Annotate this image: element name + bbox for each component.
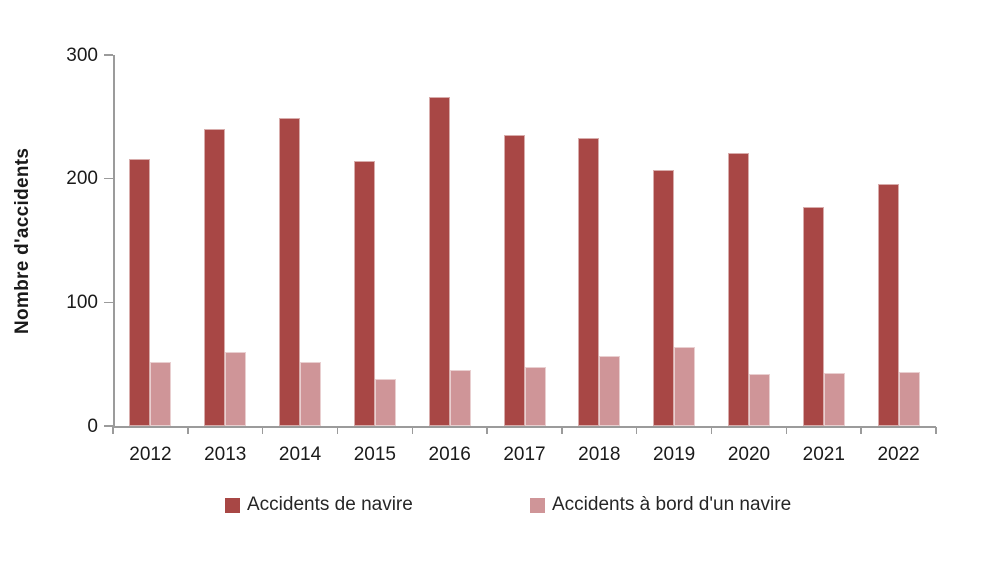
bar-2013-series-1: [225, 351, 247, 426]
bar-2016-series-0: [428, 97, 450, 426]
x-tick-mark: [411, 427, 414, 434]
bar-2016-series-1: [449, 370, 471, 426]
y-tick-mark: [104, 301, 113, 304]
x-tick-label-2012: 2012: [129, 444, 172, 465]
x-axis-line: [113, 426, 936, 428]
x-tick-label-2015: 2015: [353, 444, 396, 465]
bar-2019-series-1: [674, 346, 696, 426]
bar-2015-series-0: [353, 161, 375, 426]
x-tick-label-2017: 2017: [503, 444, 546, 465]
bar-2018-series-0: [578, 137, 600, 426]
x-tick-label-2020: 2020: [727, 444, 771, 465]
x-tick-mark: [785, 427, 788, 434]
x-tick-mark: [635, 427, 638, 434]
legend-label: Accidents de navire: [247, 494, 413, 515]
x-tick-mark: [561, 427, 563, 434]
x-tick-label-2013: 2013: [204, 444, 247, 465]
bar-2020-series-1: [748, 374, 770, 426]
bar-2013-series-0: [204, 129, 226, 426]
x-tick-label-2022: 2022: [877, 444, 920, 465]
bar-2017-series-1: [524, 366, 546, 426]
y-tick-mark: [104, 54, 113, 56]
x-tick-mark: [336, 427, 339, 434]
x-tick-mark: [261, 427, 264, 434]
bar-2017-series-0: [503, 135, 525, 426]
legend-swatch-dark-red: [225, 497, 240, 513]
bar-2012-series-0: [129, 158, 151, 426]
bar-2022-series-0: [877, 183, 899, 426]
y-tick-label: 300: [66, 44, 98, 66]
x-tick-mark: [935, 427, 937, 434]
legend-swatch-light-pink: [530, 497, 545, 513]
legend: Accidents de navire Accidents à bord d'u…: [0, 494, 1000, 520]
y-axis-title: Nombre d'accidents: [12, 147, 33, 334]
y-tick-label: 100: [66, 291, 98, 313]
x-tick-label-2018: 2018: [578, 444, 621, 465]
bar-2021-series-1: [823, 372, 845, 426]
legend-label: Accidents à bord d'un navire: [552, 494, 792, 515]
legend-item-accidents-de-navire: Accidents de navire: [225, 494, 413, 516]
bar-2014-series-1: [300, 361, 322, 426]
y-tick-label: 0: [87, 415, 98, 437]
bar-2018-series-1: [599, 355, 621, 426]
y-axis-line: [113, 55, 115, 427]
legend-item-accidents-a-bord: Accidents à bord d'un navire: [530, 494, 791, 516]
x-tick-mark: [860, 427, 862, 434]
bar-2019-series-0: [653, 170, 675, 426]
x-tick-mark: [187, 427, 189, 434]
y-tick-label: 200: [66, 168, 98, 190]
x-tick-mark: [112, 427, 114, 434]
bar-2015-series-1: [374, 379, 396, 426]
x-tick-label-2021: 2021: [802, 444, 845, 465]
bar-2014-series-0: [279, 118, 301, 426]
bar-2021-series-0: [802, 207, 824, 426]
x-tick-mark: [486, 427, 488, 434]
x-tick-mark: [710, 427, 713, 434]
bar-2020-series-0: [727, 152, 749, 426]
x-tick-label-2016: 2016: [428, 444, 471, 465]
bar-2012-series-1: [150, 361, 172, 426]
y-tick-mark: [104, 425, 113, 427]
bar-2022-series-1: [898, 371, 920, 426]
x-tick-label-2019: 2019: [652, 444, 696, 465]
y-tick-mark: [104, 177, 113, 180]
x-tick-label-2014: 2014: [278, 444, 322, 465]
